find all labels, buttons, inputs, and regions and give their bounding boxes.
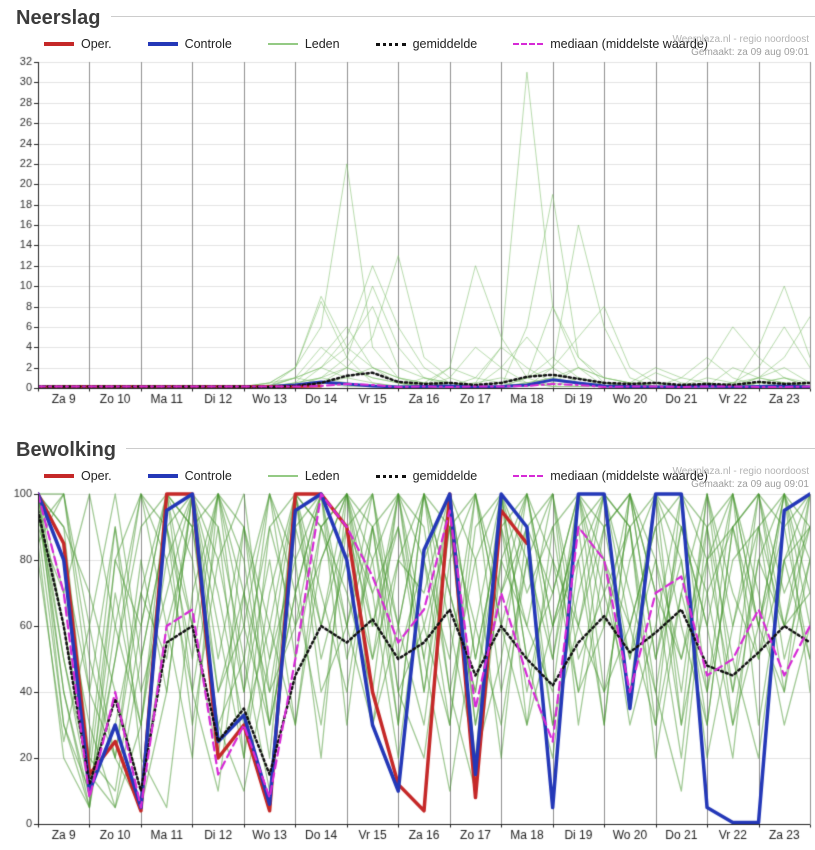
legend-item-gemiddelde: gemiddelde — [375, 37, 478, 51]
legend-label-mediaan: mediaan (middelste waarde) — [550, 469, 708, 483]
bewolking-section: Bewolking Oper. Controle Leden gemiddeld… — [0, 432, 815, 844]
oper-line-icon — [44, 42, 74, 46]
legend-item-mediaan: mediaan (middelste waarde) — [513, 469, 708, 483]
controle-line-icon — [147, 474, 178, 478]
bewolking-chart-area: Oper. Controle Leden gemiddelde mediaan … — [0, 464, 815, 844]
gemiddelde-line-icon — [375, 474, 406, 478]
bewolking-legend: Oper. Controle Leden gemiddelde mediaan … — [0, 464, 815, 488]
bewolking-chart-canvas — [0, 488, 815, 844]
mediaan-line-icon — [513, 43, 544, 45]
neerslag-chart-canvas — [0, 56, 815, 408]
oper-line-icon — [44, 474, 74, 478]
controle-line-icon — [147, 42, 178, 46]
legend-label-oper: Oper. — [81, 37, 112, 51]
header-rule — [126, 448, 815, 449]
legend-label-leden: Leden — [304, 37, 340, 51]
gemiddelde-line-icon — [375, 42, 406, 46]
mediaan-line-icon — [513, 475, 544, 477]
bewolking-header: Bewolking — [0, 432, 815, 464]
legend-label-leden: Leden — [304, 469, 340, 483]
neerslag-section: Neerslag Oper. Controle Leden gemiddelde — [0, 0, 815, 408]
legend-item-gemiddelde: gemiddelde — [375, 469, 478, 483]
legend-item-mediaan: mediaan (middelste waarde) — [513, 37, 708, 51]
neerslag-chart-area: Oper. Controle Leden gemiddelde mediaan … — [0, 32, 815, 408]
header-rule — [110, 16, 815, 17]
legend-label-controle: Controle — [184, 469, 232, 483]
page-title-bewolking: Bewolking — [16, 439, 117, 461]
legend-label-controle: Controle — [184, 37, 232, 51]
legend-item-controle: Controle — [147, 469, 232, 483]
page-title-neerslag: Neerslag — [16, 7, 101, 29]
legend-item-controle: Controle — [147, 37, 232, 51]
legend-label-oper: Oper. — [81, 469, 112, 483]
legend-label-mediaan: mediaan (middelste waarde) — [550, 37, 708, 51]
legend-label-gemiddelde: gemiddelde — [412, 37, 478, 51]
leden-line-icon — [267, 475, 298, 477]
neerslag-legend: Oper. Controle Leden gemiddelde mediaan … — [0, 32, 815, 56]
leden-line-icon — [267, 43, 298, 45]
neerslag-header: Neerslag — [0, 0, 815, 32]
legend-item-leden: Leden — [267, 469, 340, 483]
legend-item-leden: Leden — [267, 37, 340, 51]
legend-label-gemiddelde: gemiddelde — [412, 469, 478, 483]
legend-item-oper: Oper. — [44, 469, 112, 483]
legend-item-oper: Oper. — [44, 37, 112, 51]
